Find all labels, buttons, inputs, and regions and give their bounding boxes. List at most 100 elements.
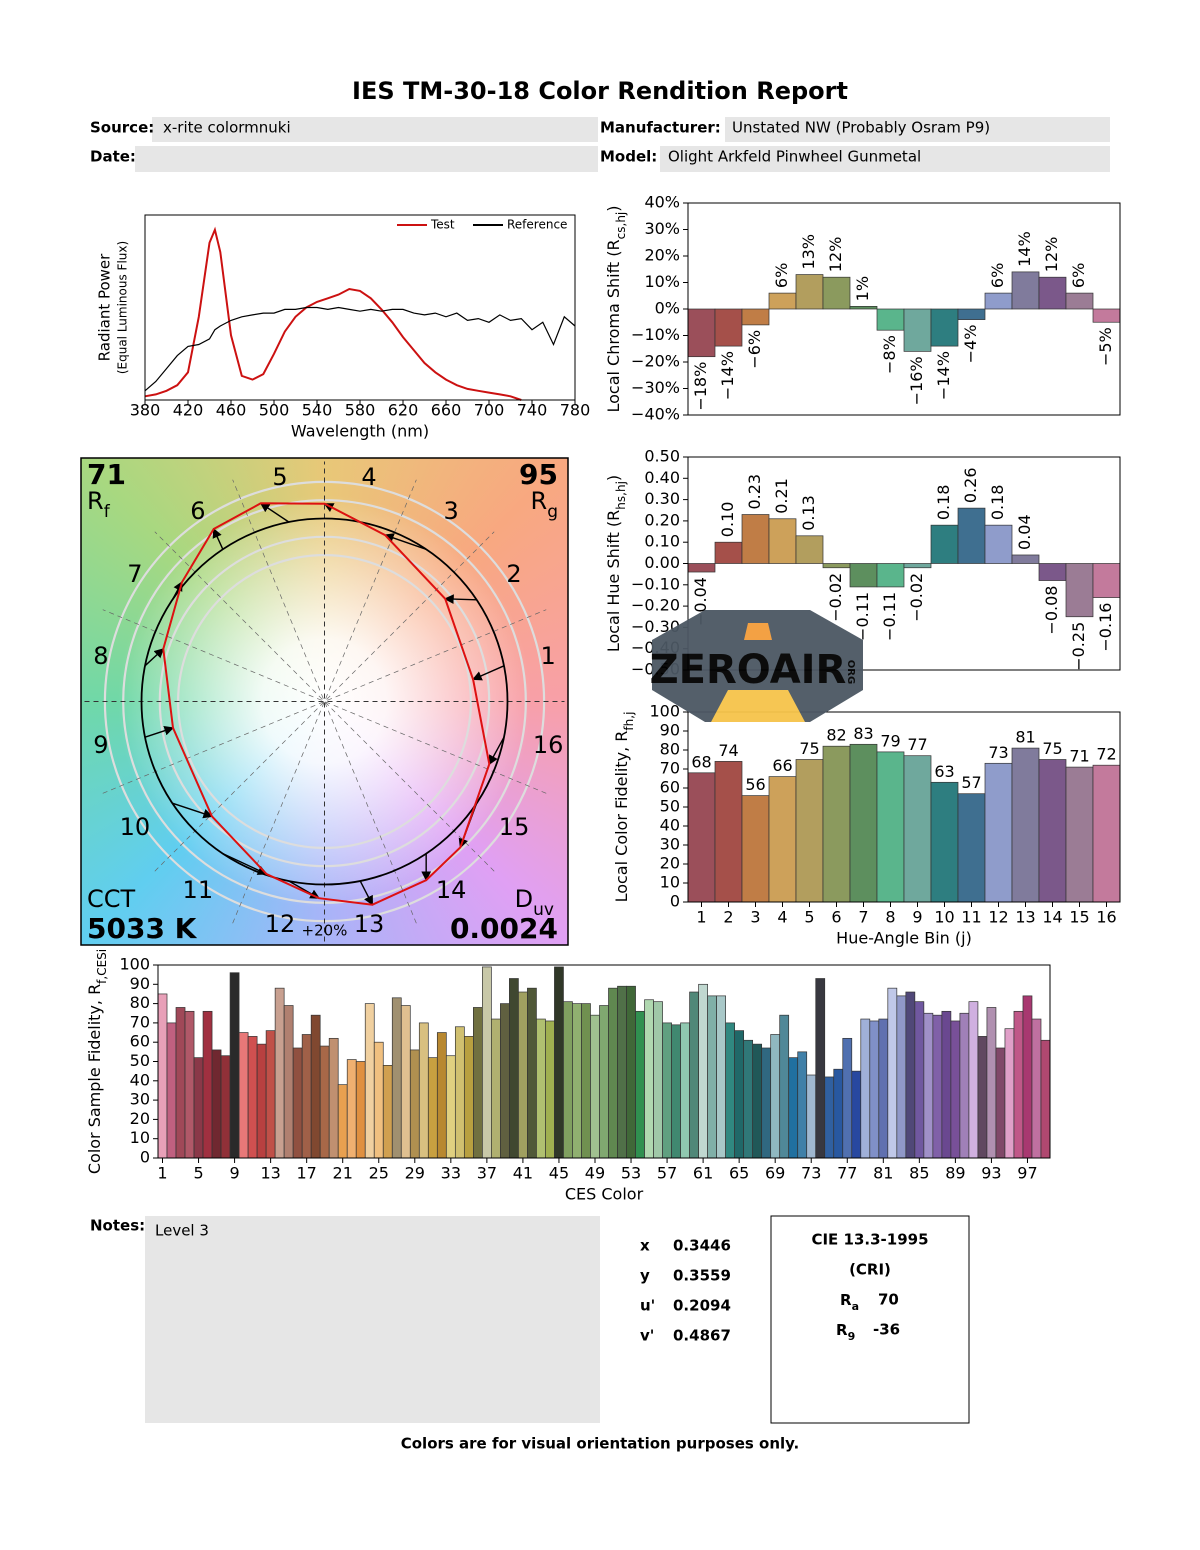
- bar: [795, 274, 824, 310]
- bin-boundary: [154, 531, 495, 872]
- subscript: 9: [848, 1330, 856, 1343]
- y-tick-label: 20%: [644, 246, 680, 265]
- plot-frame: [144, 214, 576, 401]
- bar: [1092, 764, 1121, 903]
- bar: [795, 759, 824, 903]
- bar: [1031, 1018, 1042, 1159]
- bar: [229, 972, 240, 1159]
- value-label: 0.18: [934, 485, 953, 521]
- x-tick-label: 57: [657, 1164, 677, 1183]
- field-value: Unstated NW (Probably Osram P9): [732, 119, 990, 137]
- bar: [454, 1026, 465, 1159]
- y-axis-label: Radiant Power: [96, 253, 114, 362]
- bar: [220, 1055, 231, 1159]
- bar: [741, 795, 770, 903]
- subscript: f: [104, 502, 111, 522]
- bar: [849, 306, 878, 310]
- hue-bin-label: 14: [436, 876, 467, 904]
- bar: [923, 1012, 934, 1159]
- x-tick-label: 77: [837, 1164, 857, 1183]
- subscript: uv: [533, 900, 554, 920]
- value-label: 0.18: [988, 485, 1007, 521]
- subscript: f,CESi: [95, 949, 109, 984]
- value-label: 75: [1042, 739, 1062, 758]
- subscript: hs,hj: [614, 481, 628, 510]
- bar: [734, 1030, 745, 1159]
- value-label: −8%: [880, 335, 899, 374]
- notes-label: Notes:: [90, 1217, 145, 1235]
- x-tick-label: 33: [441, 1164, 461, 1183]
- y-axis-label: Local Color Fidelity, Rfh,j: [612, 712, 636, 903]
- shift-vector: [359, 880, 374, 906]
- value-label: 83: [853, 724, 873, 743]
- value-label: 66: [772, 756, 792, 775]
- x-tick-label: 85: [909, 1164, 929, 1183]
- bar: [761, 1047, 772, 1159]
- x-tick-label: 2: [723, 908, 733, 927]
- bar: [364, 1003, 375, 1159]
- bar: [1022, 995, 1033, 1159]
- legend-label: Reference: [507, 218, 567, 232]
- x-tick-label: 61: [693, 1164, 713, 1183]
- value-label: 13%: [799, 234, 818, 270]
- shift-vector: [212, 527, 224, 550]
- bar: [984, 762, 1013, 903]
- shift-vector: [144, 648, 165, 667]
- hue-bin-label: 6: [190, 497, 205, 525]
- bar: [984, 524, 1013, 564]
- bar: [968, 1001, 979, 1159]
- bar: [247, 1036, 258, 1159]
- bar: [707, 995, 717, 1159]
- field-value: Olight Arkfeld Pinwheel Gunmetal: [668, 148, 921, 166]
- y-tick-label: 0: [140, 1148, 150, 1167]
- y-tick-label: −0.20: [631, 596, 680, 615]
- hue-bin-label: 15: [499, 813, 530, 841]
- hue-wheel: [81, 458, 568, 945]
- bar: [662, 1022, 672, 1159]
- chromaticity-label: u': [640, 1297, 655, 1315]
- bar: [473, 1007, 483, 1159]
- bar: [310, 1014, 321, 1159]
- rg-label: Rg: [531, 487, 558, 522]
- bar: [842, 1037, 853, 1159]
- value-label: 73: [988, 743, 1008, 762]
- bar: [175, 1007, 186, 1159]
- x-tick-label: 13: [1015, 908, 1035, 927]
- bar: [930, 524, 959, 564]
- y-tick-label: 20: [660, 854, 680, 873]
- plot-frame: [687, 456, 1121, 671]
- bar: [687, 563, 716, 573]
- chromaticity-value: 0.2094: [673, 1297, 731, 1315]
- hue-bin-label: 16: [533, 731, 564, 759]
- cri-ra-label: Ra: [840, 1291, 859, 1313]
- label-part: Local Chroma Shift (R: [604, 239, 623, 412]
- value-label: 0.21: [772, 478, 791, 514]
- x-tick-label: 29: [405, 1164, 425, 1183]
- hue-bin-label: 8: [93, 642, 108, 670]
- field-label: Model:: [600, 148, 657, 166]
- y-tick-label: 50: [130, 1051, 150, 1070]
- series-line: [144, 226, 522, 401]
- field-label: Date:: [90, 148, 136, 166]
- x-axis-label: Wavelength (nm): [291, 422, 429, 441]
- x-tick-label: 25: [369, 1164, 389, 1183]
- value-label: 68: [691, 752, 711, 771]
- y-tick-label: 0.00: [644, 553, 680, 572]
- bar: [822, 276, 851, 310]
- vector-frame: [80, 457, 569, 946]
- bar: [211, 1049, 222, 1159]
- value-label: 71: [1069, 747, 1089, 766]
- label-part: Local Hue Shift (R: [604, 510, 623, 652]
- bar: [860, 1018, 871, 1159]
- value-label: −0.02: [907, 573, 926, 622]
- hue-bin-label: 2: [506, 560, 521, 588]
- bar: [599, 1005, 609, 1159]
- field-box: [152, 117, 598, 142]
- bar: [849, 563, 878, 588]
- y-axis-label: Local Hue Shift (Rhs,hj): [604, 475, 628, 652]
- x-tick-label: 49: [585, 1164, 605, 1183]
- value-label: 6%: [772, 263, 791, 288]
- bar: [644, 999, 654, 1159]
- notes-text: Level 3: [155, 1222, 209, 1240]
